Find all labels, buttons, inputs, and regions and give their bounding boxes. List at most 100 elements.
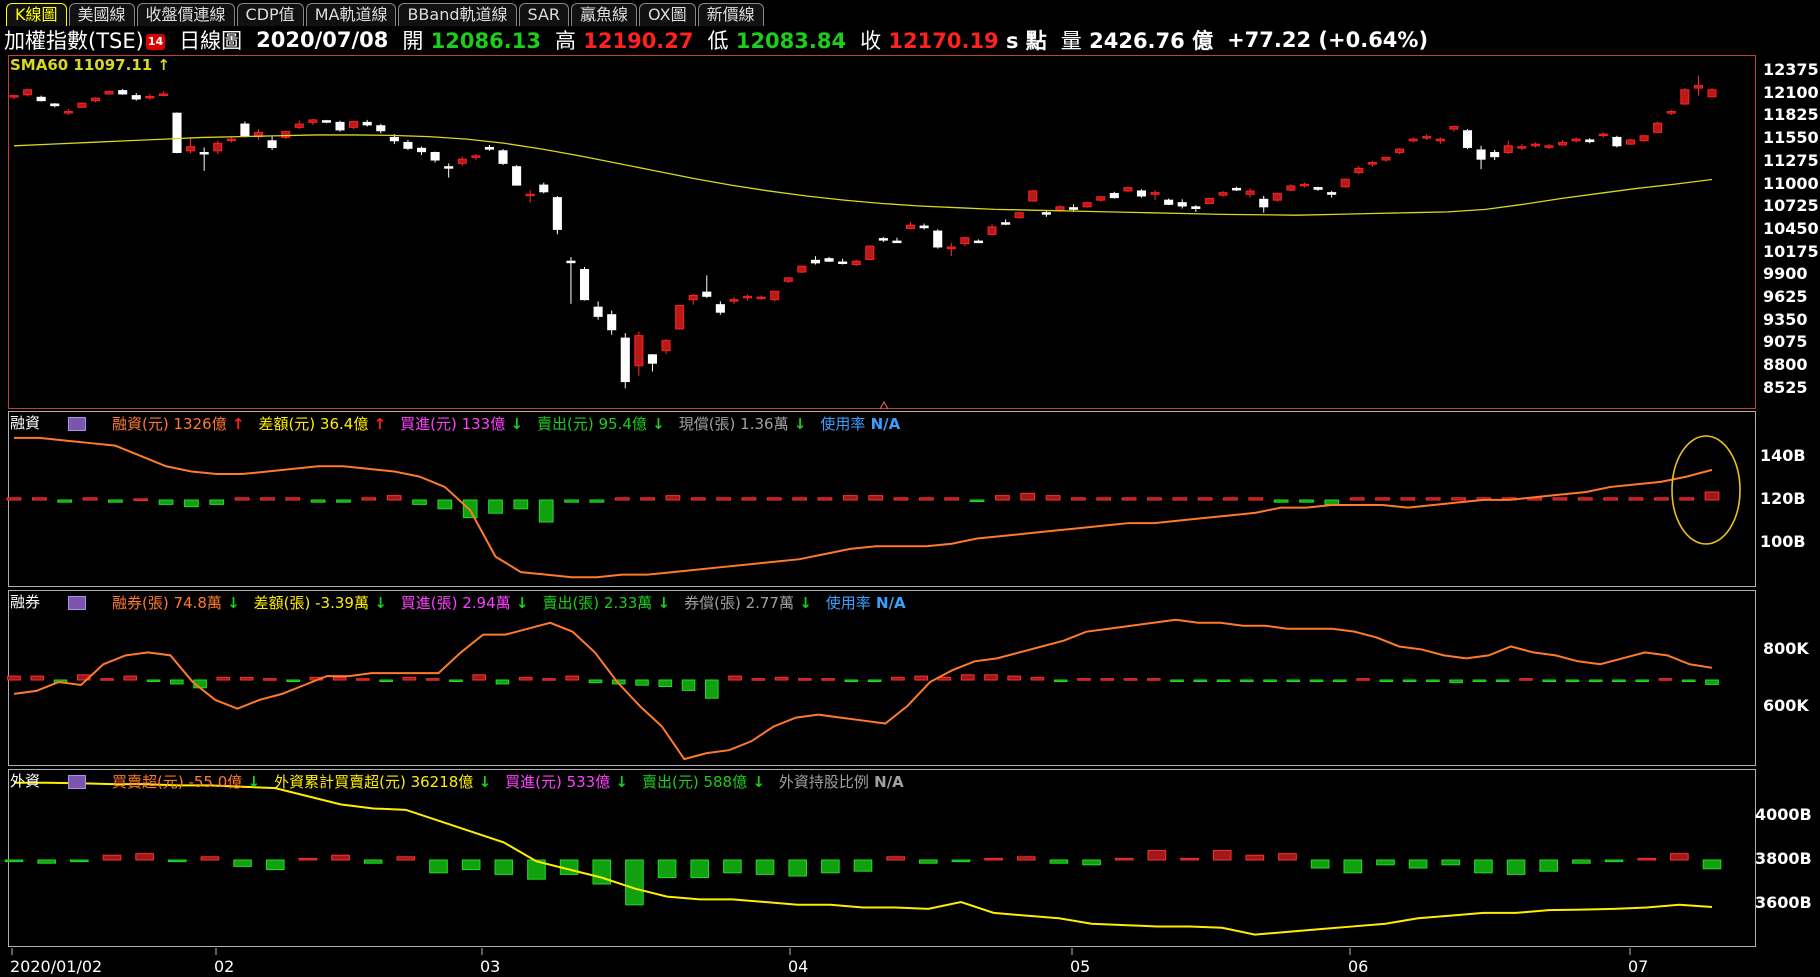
- tab-6[interactable]: BBand軌道線: [398, 3, 517, 26]
- indicator-bar: [1030, 676, 1045, 681]
- candle-body: [1612, 136, 1622, 147]
- indicator-bar: [488, 499, 503, 514]
- candle-body: [1191, 206, 1201, 210]
- indicator-bar: [1180, 857, 1199, 861]
- tab-4[interactable]: CDP值: [236, 3, 304, 26]
- candle-body: [158, 93, 168, 96]
- indicator-bar: [1400, 497, 1416, 501]
- indicator-bar: [310, 499, 326, 503]
- indicator-bar: [363, 859, 383, 864]
- indicator-bar: [798, 678, 812, 681]
- price-tick-label: 9075: [1763, 332, 1808, 352]
- tab-1[interactable]: K線圖: [6, 3, 67, 26]
- indicator-bar: [635, 679, 649, 686]
- indicator-bar: [331, 854, 350, 861]
- indicator-bar: [1472, 679, 1487, 682]
- indicator-bar: [1114, 857, 1134, 861]
- margin-tick-label: 120B: [1760, 489, 1806, 508]
- tab-5[interactable]: MA軌道線: [305, 3, 397, 26]
- indicator-bar: [538, 499, 554, 523]
- candle-body: [335, 121, 345, 131]
- tab-3[interactable]: 收盤價連線: [136, 3, 235, 26]
- candle-body: [267, 140, 277, 148]
- tab-2[interactable]: 美國線: [68, 3, 135, 26]
- indicator-bar: [690, 497, 706, 501]
- indicator-bar: [792, 497, 808, 501]
- indicator-bar: [1045, 495, 1061, 501]
- candle-body: [349, 121, 359, 128]
- price-tick-label: 12100: [1763, 82, 1819, 102]
- indicator-bar: [108, 499, 123, 503]
- date-tick-label: 05: [1070, 957, 1091, 976]
- candle-body: [23, 89, 33, 96]
- legend-entry: 差額(張) -3.39萬 ↓: [253, 594, 387, 612]
- legend-entry: 現償(張) 1.36萬 ↓: [678, 415, 807, 433]
- indicator-bar: [336, 499, 351, 503]
- candle-body: [294, 123, 304, 128]
- indicator-bar: [412, 499, 427, 505]
- indicator-bar: [30, 675, 45, 681]
- volume-value: 2426.76 億: [1089, 29, 1214, 53]
- indicator-bar: [1604, 859, 1624, 863]
- indicator-bar: [233, 859, 252, 867]
- candle-body: [457, 158, 467, 164]
- tab-7[interactable]: SAR: [518, 3, 570, 26]
- tab-8[interactable]: 驘魚線: [571, 3, 638, 26]
- indicator-bar: [1123, 678, 1138, 681]
- indicator-bar: [200, 856, 220, 861]
- volume-label: 量: [1060, 29, 1082, 53]
- low-label: 低: [707, 29, 729, 53]
- panel-legend: 融資(元) 1326億 ↑ 差額(元) 36.4億 ↑ 買進(元) 133億 ↓ 賣出…: [68, 413, 900, 434]
- price-tick-label: 12375: [1763, 60, 1819, 79]
- badge: 14: [145, 34, 166, 50]
- legend-entry: 融券(張) 74.8萬 ↓: [112, 594, 240, 612]
- indicator-bar: [1146, 678, 1161, 681]
- open-value: 12086.13: [430, 29, 541, 53]
- symbol-name[interactable]: 加權指數(TSE) 14: [4, 29, 166, 53]
- panel-name: 融券: [10, 593, 41, 611]
- candle-body: [1381, 157, 1391, 161]
- indicator-bar: [1603, 497, 1618, 501]
- candle-body: [308, 119, 318, 123]
- indicator-bar: [102, 854, 122, 861]
- indicator-bar: [1263, 679, 1277, 682]
- indicator-bar: [1007, 675, 1022, 681]
- list-menu-icon[interactable]: [68, 595, 86, 610]
- candle-body: [63, 111, 73, 114]
- indicator-bar: [984, 674, 998, 681]
- list-menu-icon[interactable]: [68, 416, 86, 431]
- indicator-bar: [100, 678, 114, 681]
- indicator-bar: [918, 859, 938, 864]
- indicator-bar: [821, 678, 835, 681]
- candle-body: [1150, 192, 1160, 195]
- tab-10[interactable]: 新價線: [697, 3, 764, 26]
- candle-body: [90, 97, 101, 102]
- indicator-bar: [361, 497, 377, 501]
- indicator-bar: [984, 857, 1003, 861]
- candle-body: [1490, 151, 1500, 158]
- indicator-bar: [57, 499, 73, 503]
- indicator-bar: [1702, 859, 1722, 870]
- indicator-bar: [690, 859, 710, 879]
- indicator-bar: [1147, 849, 1167, 861]
- candle-body: [36, 96, 46, 102]
- indicator-bar: [1170, 679, 1184, 682]
- indicator-bar: [184, 499, 199, 508]
- tab-9[interactable]: OX圖: [639, 3, 696, 26]
- indicator-bar: [1704, 491, 1720, 501]
- indicator-bar: [1147, 497, 1162, 501]
- list-menu-icon[interactable]: [68, 774, 86, 789]
- indicator-bar: [1379, 679, 1394, 682]
- candle-body: [906, 224, 916, 230]
- indicator-bar: [449, 679, 463, 682]
- candle-body: [1069, 207, 1079, 210]
- indicator-bar: [1172, 497, 1188, 501]
- indicator-bar: [1588, 679, 1603, 682]
- indicator-bar: [170, 679, 184, 685]
- indicator-bar: [285, 497, 301, 501]
- candle-body: [1585, 139, 1595, 143]
- indicator-bar: [396, 856, 416, 861]
- indicator-bar: [995, 495, 1010, 501]
- panel-name: 外資: [10, 772, 41, 790]
- candle-body: [1666, 111, 1676, 114]
